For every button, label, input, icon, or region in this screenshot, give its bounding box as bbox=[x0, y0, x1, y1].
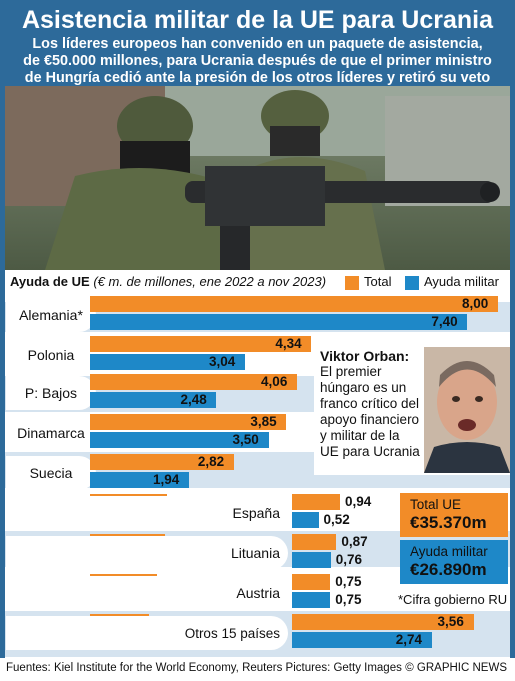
bar-military bbox=[90, 472, 189, 488]
orban-portrait bbox=[424, 347, 510, 473]
legend-military-swatch bbox=[405, 276, 419, 290]
value-label-total: 0,75 bbox=[335, 574, 362, 589]
category-label: Otros 15 países bbox=[6, 616, 288, 650]
summary-total-value: €35.370m bbox=[410, 513, 487, 532]
value-label-total: 3,85 bbox=[250, 414, 277, 429]
chart-legend-heading: Ayuda de UE (€ m. de millones, ene 2022 … bbox=[10, 274, 326, 289]
footer-credit: © GRAPHIC NEWS bbox=[405, 662, 507, 674]
soldiers-illustration bbox=[5, 86, 510, 270]
bar-military bbox=[292, 632, 432, 648]
category-label: Alemania* bbox=[6, 298, 96, 332]
bar-military bbox=[90, 392, 217, 408]
footer-sources: Fuentes: Kiel Institute for the World Ec… bbox=[6, 662, 402, 674]
summary-total-label: Total UE bbox=[410, 497, 462, 512]
bar-total bbox=[90, 374, 298, 390]
footnote: *Cifra gobierno RU bbox=[398, 592, 508, 607]
value-label-total: 2,82 bbox=[197, 454, 225, 469]
summary-military: Ayuda militar €26.890m bbox=[400, 540, 508, 584]
orban-name: Viktor Orban: bbox=[320, 348, 410, 364]
header: Asistencia militar de la UE para Ucrania… bbox=[0, 0, 515, 86]
subtitle-line-2: de €50.000 millones, para Ucrania despué… bbox=[23, 53, 492, 69]
subtitle-line-3: de Hungría cedió ante la presión de los … bbox=[24, 70, 491, 86]
bar-military bbox=[292, 592, 331, 608]
summary-total: Total UE €35.370m bbox=[400, 493, 508, 537]
category-label: P: Bajos bbox=[6, 376, 96, 410]
value-label-total: 0,87 bbox=[341, 534, 368, 549]
chart-title: Ayuda de UE bbox=[10, 274, 90, 289]
value-label-military: 2,48 bbox=[180, 392, 207, 407]
bar-military bbox=[90, 432, 269, 448]
bar-military bbox=[292, 512, 319, 528]
category-label: Lituania bbox=[6, 536, 288, 570]
summary-military-value: €26.890m bbox=[410, 560, 487, 579]
summary-military-label: Ayuda militar bbox=[410, 544, 488, 559]
value-label-total: 0,94 bbox=[344, 494, 372, 509]
category-label: España bbox=[6, 496, 288, 530]
subtitle: Los líderes europeos han convenido en un… bbox=[0, 36, 515, 87]
bar-military bbox=[90, 354, 246, 370]
legend-military-label: Ayuda militar bbox=[424, 274, 499, 289]
bar-total bbox=[90, 296, 498, 312]
value-label-military: 7,40 bbox=[431, 314, 458, 329]
orban-photo bbox=[424, 347, 510, 473]
chart-unit-note: (€ m. de millones, ene 2022 a nov 2023) bbox=[93, 274, 327, 289]
legend-total-label: Total bbox=[364, 274, 392, 289]
bar-total bbox=[90, 454, 234, 470]
value-label-total: 8,00 bbox=[462, 296, 489, 311]
value-label-total: 4,06 bbox=[261, 374, 288, 389]
category-label: Suecia bbox=[6, 456, 96, 490]
value-label-total: 4,34 bbox=[275, 336, 302, 351]
category-label: Austria bbox=[6, 576, 288, 610]
value-label-total: 3,56 bbox=[437, 614, 464, 629]
category-label: Dinamarca bbox=[6, 416, 96, 450]
soldiers-photo bbox=[5, 86, 510, 270]
orban-text: El premier húngaro es un franco crítico … bbox=[320, 364, 420, 459]
category-label: Polonia bbox=[6, 338, 96, 372]
bar-total bbox=[292, 534, 337, 550]
bar-military bbox=[90, 314, 468, 330]
value-label-military: 2,74 bbox=[395, 632, 423, 647]
footer: Fuentes: Kiel Institute for the World Ec… bbox=[0, 658, 515, 681]
legend-total-swatch bbox=[345, 276, 359, 290]
value-label-military: 0,52 bbox=[323, 512, 350, 527]
page-title: Asistencia militar de la UE para Ucrania bbox=[21, 6, 494, 34]
value-label-military: 1,94 bbox=[152, 472, 180, 487]
subtitle-line-1: Los líderes europeos han convenido en un… bbox=[32, 36, 483, 52]
bar-total bbox=[292, 614, 474, 630]
bar-total bbox=[292, 494, 340, 510]
bar-total bbox=[292, 574, 331, 590]
bar-total bbox=[90, 414, 287, 430]
value-label-military: 0,75 bbox=[335, 592, 362, 607]
value-label-military: 0,76 bbox=[335, 552, 363, 567]
bar-total bbox=[90, 336, 312, 352]
value-label-military: 3,04 bbox=[209, 354, 236, 369]
value-label-military: 3,50 bbox=[232, 432, 259, 447]
bar-military bbox=[292, 552, 331, 568]
